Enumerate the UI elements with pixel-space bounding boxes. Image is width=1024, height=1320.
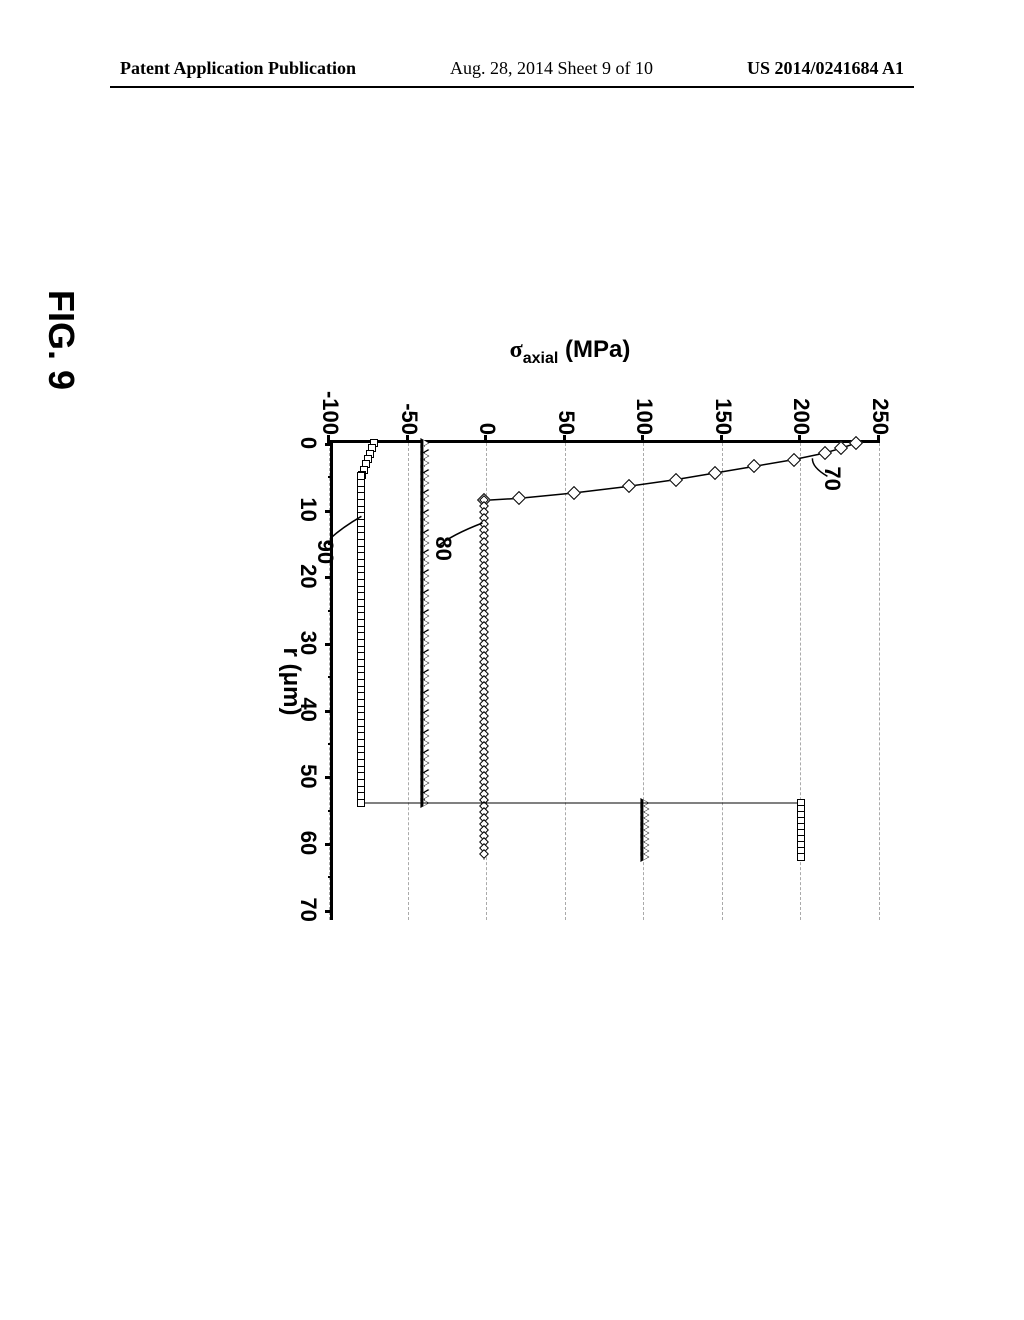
figure-label: FIG. 9 [40, 290, 82, 390]
ytick-label: 150 [710, 398, 736, 435]
ytick-label: -50 [396, 403, 422, 435]
xtick-label: 70 [295, 897, 321, 921]
header-right: US 2014/0241684 A1 [747, 58, 904, 79]
y-axis-label: σaxial (MPa) [510, 336, 631, 368]
xtick-label: 10 [295, 497, 321, 521]
xtick-label: 50 [295, 764, 321, 788]
ytick-label: -100 [317, 391, 343, 435]
ytick-mark [484, 435, 487, 443]
ytick-mark [327, 435, 330, 443]
ytick-mark [406, 435, 409, 443]
ytick-label: 100 [631, 398, 657, 435]
header-left: Patent Application Publication [120, 58, 356, 79]
chart: σaxial (MPa) r (μm) -100-500501001502002… [260, 380, 880, 940]
plot-area: r (μm) -100-5005010015020025001020304050… [330, 440, 880, 920]
xtick-label: 40 [295, 697, 321, 721]
ytick-label: 200 [788, 398, 814, 435]
figure-area: σaxial (MPa) r (μm) -100-500501001502002… [80, 290, 940, 1010]
ytick-label: 0 [474, 423, 500, 435]
ytick-mark [798, 435, 801, 443]
ytick-mark [641, 435, 644, 443]
ytick-label: 250 [867, 398, 893, 435]
ytick-mark [877, 435, 880, 443]
ytick-label: 50 [553, 411, 579, 435]
xtick-label: 20 [295, 564, 321, 588]
xtick-label: 0 [295, 437, 321, 449]
annotation-leader [330, 443, 880, 923]
xtick-label: 30 [295, 631, 321, 655]
ytick-mark [563, 435, 566, 443]
header-center: Aug. 28, 2014 Sheet 9 of 10 [450, 58, 653, 79]
xtick-label: 60 [295, 831, 321, 855]
header-rule [110, 86, 914, 88]
ytick-mark [720, 435, 723, 443]
page-header: Patent Application Publication Aug. 28, … [0, 58, 1024, 79]
